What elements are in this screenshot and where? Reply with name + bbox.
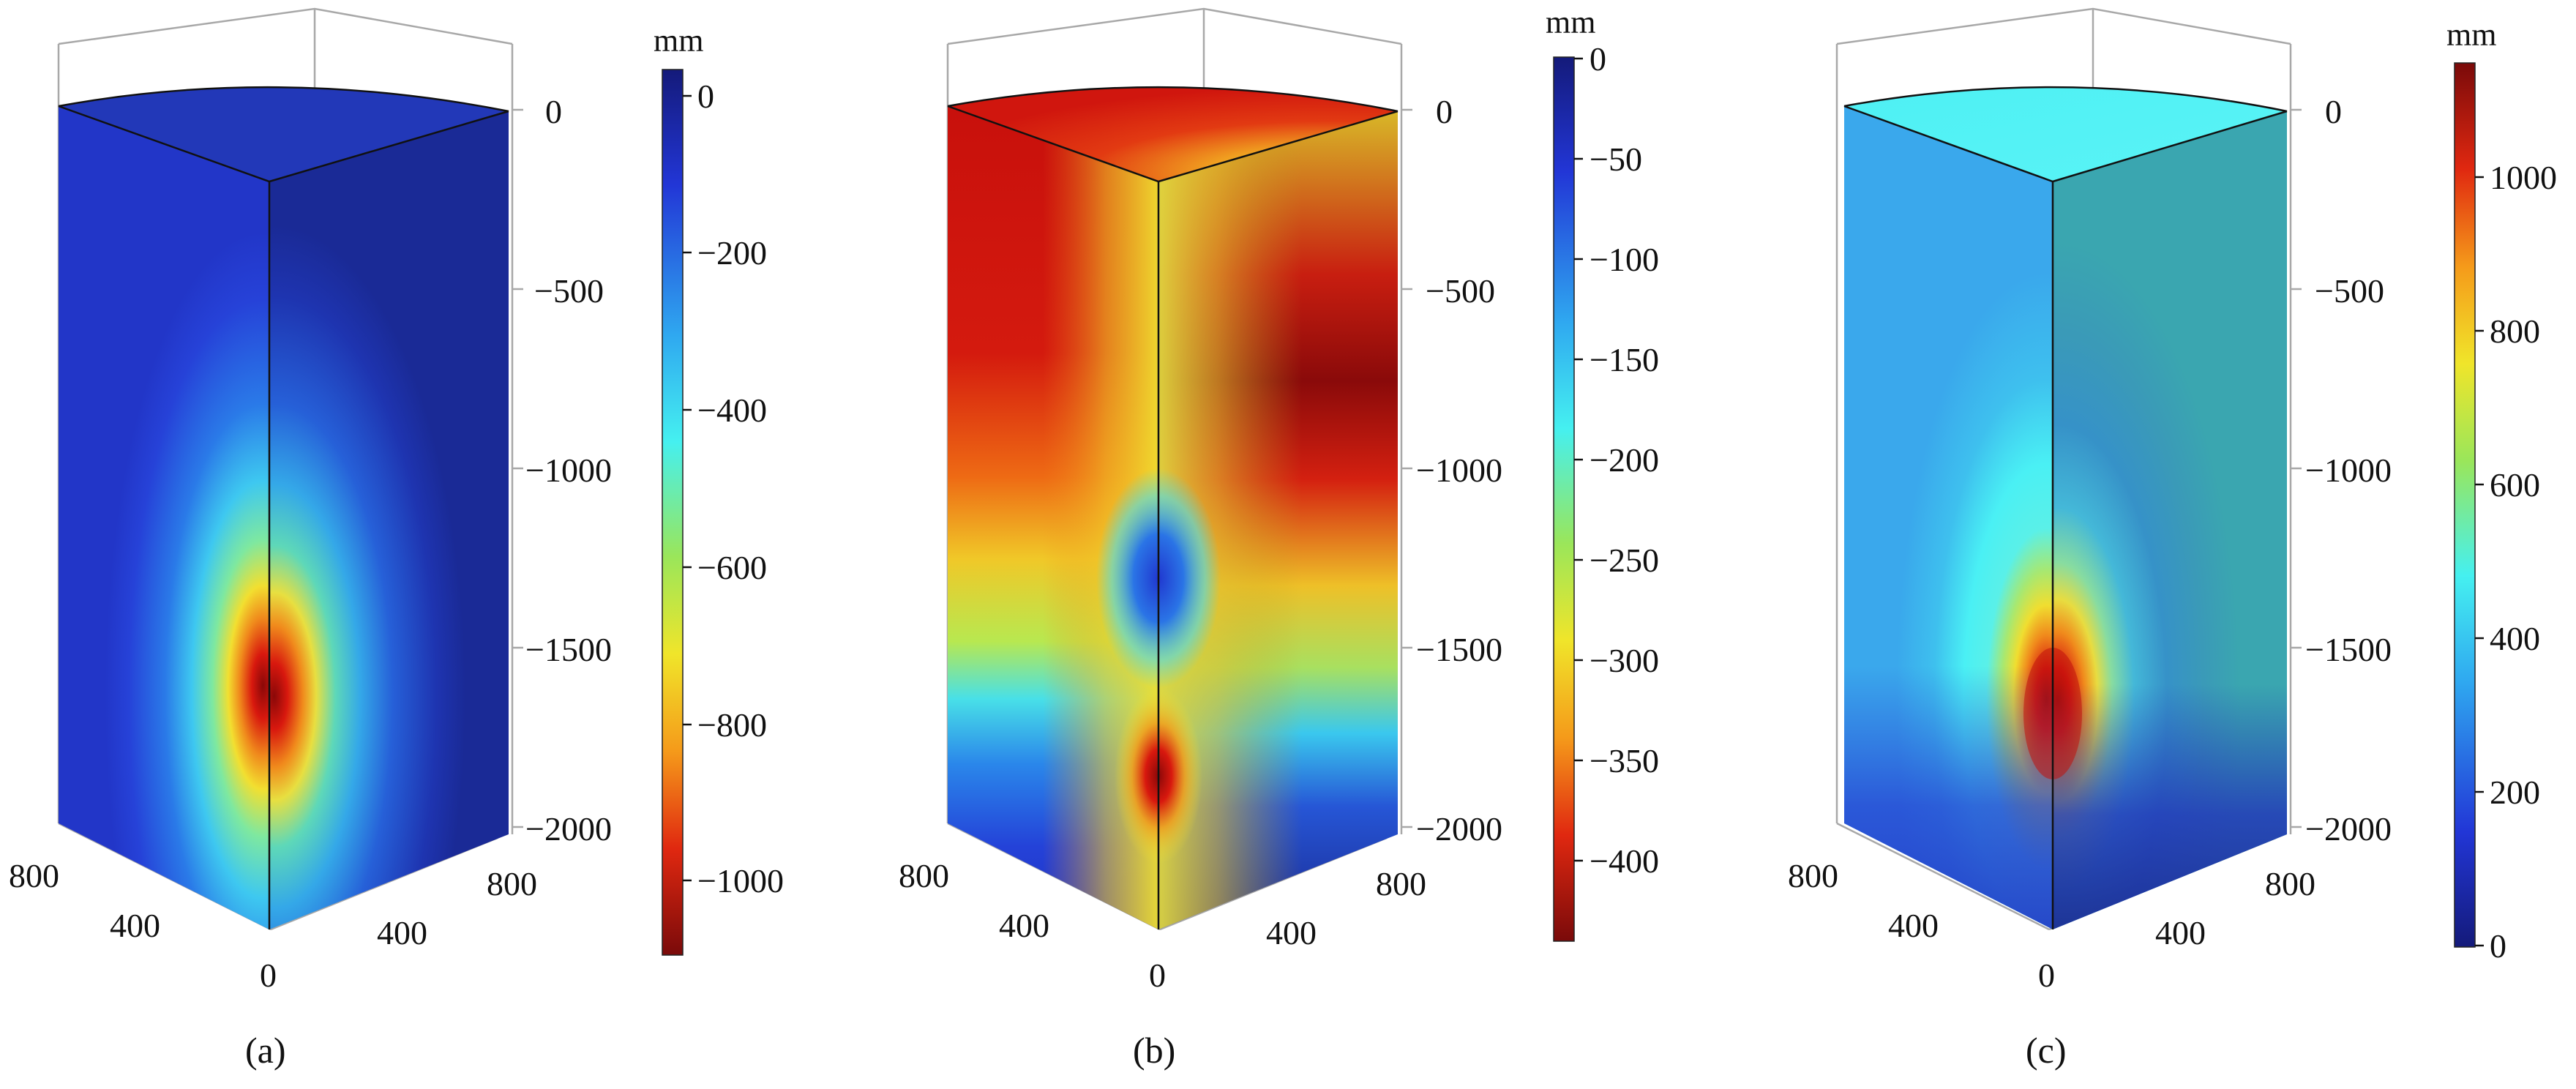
- left-tick-0: 0: [1149, 957, 1166, 994]
- top-face: [948, 87, 1398, 182]
- colorbar-ramp: [2454, 62, 2476, 948]
- right-axis-labels: 400 800: [2155, 865, 2315, 951]
- colorbar-unit: mm: [1546, 4, 1595, 40]
- z-axis-labels: 0 −500 −1000 −1500 −2000: [1416, 93, 1502, 847]
- colorbar-unit: mm: [2446, 17, 2496, 53]
- solid-edges: [58, 86, 509, 929]
- z-axis-ticks: [512, 108, 523, 828]
- cb-tick-1: −50: [1590, 141, 1642, 178]
- cb-tick-7: −350: [1590, 742, 1659, 779]
- right-axis-labels: 400 800: [377, 865, 537, 951]
- cb-tick-3: −150: [1590, 341, 1659, 378]
- z-tick-0: 0: [2325, 93, 2342, 130]
- colorbar-ramp: [662, 69, 684, 956]
- colorbar-b: mm 0 −50 −100 −150 −200 −250 −300 −350 −…: [1546, 4, 1659, 942]
- panel-a: 0 −500 −1000 −1500 −2000 800 400 0 400 8…: [9, 7, 784, 1071]
- left-face: [59, 106, 269, 929]
- z-tick-1: −500: [534, 272, 604, 310]
- cb-tick-0: 0: [2490, 927, 2506, 965]
- z-tick-4: −2000: [525, 810, 612, 847]
- right-face: [269, 111, 509, 929]
- cb-tick-2: 400: [2490, 620, 2540, 657]
- panel-caption: (b): [1133, 1030, 1175, 1071]
- left-tick-400: 400: [110, 907, 160, 944]
- right-tick-400: 400: [377, 914, 427, 951]
- right-tick-400: 400: [2155, 914, 2206, 951]
- right-face-shade: [2053, 111, 2287, 929]
- cb-tick-6: −300: [1590, 642, 1659, 679]
- cb-tick-0: 0: [697, 78, 714, 115]
- z-tick-1: −500: [1426, 272, 1495, 310]
- left-face-band: [948, 106, 1158, 929]
- colorbar-ramp: [1553, 56, 1575, 942]
- colorbar-c: mm 0 200 400 600 800 1000: [2446, 17, 2557, 965]
- top-face: [1844, 87, 2287, 182]
- left-tick-0: 0: [260, 957, 277, 994]
- panel-c: 0 −500 −1000 −1500 −2000 800 400 0 400 8…: [1788, 7, 2557, 1071]
- cb-tick-4: −800: [697, 706, 767, 744]
- cb-tick-2: −400: [697, 392, 767, 429]
- cb-tick-2: −100: [1590, 241, 1659, 278]
- cb-tick-5: −1000: [697, 862, 784, 899]
- left-tick-0: 0: [2038, 957, 2055, 994]
- right-tick-400: 400: [1266, 914, 1317, 951]
- left-tick-800: 800: [899, 857, 949, 894]
- cb-tick-3: 600: [2490, 466, 2540, 504]
- solid-edges: [947, 86, 1399, 929]
- colorbar-unit: mm: [654, 23, 703, 59]
- panel-caption: (c): [2026, 1030, 2067, 1071]
- z-tick-4: −2000: [2305, 810, 2392, 847]
- left-tick-800: 800: [1788, 857, 1838, 894]
- z-axis-ticks: [1401, 108, 1412, 828]
- z-tick-3: −1500: [2305, 631, 2392, 668]
- cb-tick-3: −600: [697, 549, 767, 586]
- left-face-shade: [1844, 106, 2053, 929]
- solid-edges: [1843, 86, 2288, 929]
- cb-tick-1: −200: [697, 234, 767, 272]
- left-axis-labels: 800 400 0: [9, 857, 277, 994]
- top-face: [59, 87, 509, 182]
- z-tick-3: −1500: [525, 631, 612, 668]
- z-axis-labels: 0 −500 −1000 −1500 −2000: [525, 93, 612, 847]
- z-tick-2: −1000: [2305, 452, 2392, 489]
- right-tick-800: 800: [2265, 865, 2315, 902]
- left-tick-400: 400: [999, 907, 1049, 944]
- z-tick-2: −1000: [1416, 452, 1502, 489]
- z-tick-3: −1500: [1416, 631, 1502, 668]
- cb-tick-4: 800: [2490, 313, 2540, 350]
- cb-tick-8: −400: [1590, 842, 1659, 880]
- left-axis-labels: 800 400 0: [899, 857, 1166, 994]
- cb-tick-1: 200: [2490, 774, 2540, 811]
- z-tick-0: 0: [1436, 93, 1453, 130]
- z-tick-4: −2000: [1416, 810, 1502, 847]
- cb-tick-5: 1000: [2490, 159, 2557, 196]
- cb-tick-0: 0: [1590, 40, 1606, 78]
- left-tick-400: 400: [1888, 907, 1939, 944]
- z-tick-2: −1000: [525, 452, 612, 489]
- left-axis-labels: 800 400 0: [1788, 857, 2055, 994]
- panel-caption: (a): [245, 1030, 286, 1071]
- z-tick-1: −500: [2315, 272, 2384, 310]
- z-axis-ticks: [2291, 108, 2302, 828]
- cb-tick-4: −200: [1590, 441, 1659, 479]
- z-axis-labels: 0 −500 −1000 −1500 −2000: [2305, 93, 2392, 847]
- left-tick-800: 800: [9, 857, 59, 894]
- right-face-band: [1158, 111, 1398, 929]
- cb-tick-5: −250: [1590, 542, 1659, 579]
- panel-b: 0 −500 −1000 −1500 −2000 800 400 0 400 8…: [899, 4, 1659, 1071]
- colorbar-a: mm 0 −200 −400 −600 −800 −1000: [654, 23, 784, 956]
- right-tick-800: 800: [487, 865, 537, 902]
- right-tick-800: 800: [1376, 865, 1426, 902]
- z-tick-0: 0: [545, 93, 562, 130]
- right-axis-labels: 400 800: [1266, 865, 1426, 951]
